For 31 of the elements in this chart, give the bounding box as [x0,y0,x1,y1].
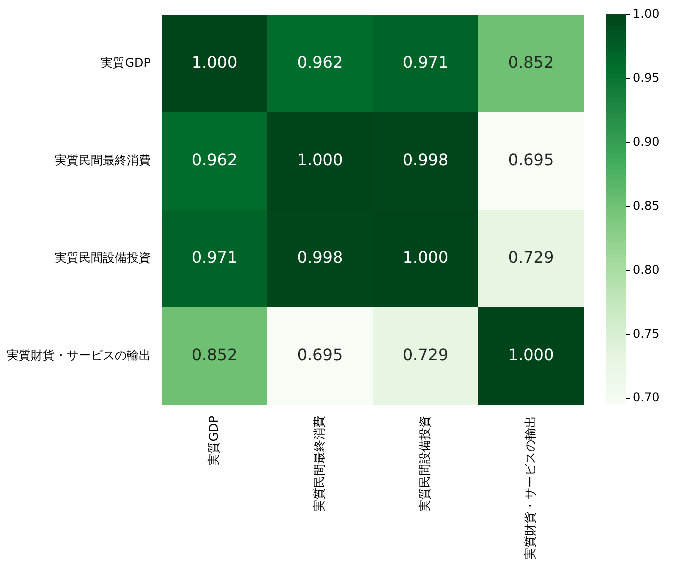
data-label: 0.729 [508,248,554,267]
y-tick-label: 実質民間最終消費 [55,153,151,168]
y-tick-label: 実質GDP [101,56,151,70]
color-bar-label: 1.00 [633,7,660,22]
x-tick-label: 実質民間設備投資 [418,416,432,512]
color-bar-label: 0.70 [633,390,660,405]
color-bar-label: 0.85 [633,198,660,213]
y-tick-label: 実質財貨・サービスの輸出 [7,348,151,362]
data-label: 0.998 [402,150,449,170]
data-label: 0.971 [402,52,449,72]
data-label: 0.971 [192,248,238,267]
x-tick-label: 実質民間最終消費 [312,416,326,512]
data-label: 0.998 [297,248,344,267]
color-bar-label: 0.95 [633,71,660,86]
y-tick-label: 実質民間設備投資 [55,250,151,265]
data-label: 1.000 [297,150,344,170]
data-label: 0.695 [297,345,344,364]
color-bar-label: 0.80 [633,262,660,277]
data-label: 1.000 [192,52,238,72]
data-label: 0.695 [508,150,554,170]
color-bar-label: 0.75 [633,326,660,341]
data-label: 1.000 [402,248,449,267]
data-label: 1.000 [508,345,554,364]
data-label: 0.852 [192,345,238,364]
data-label: 0.962 [192,150,238,170]
x-tick-label: 実質財貨・サービスの輸出 [523,416,538,560]
data-label: 0.729 [402,345,449,364]
x-tick-label: 実質GDP [206,416,221,466]
data-label: 0.852 [508,52,554,72]
color-bar-label: 0.90 [633,134,660,149]
data-label: 0.962 [297,52,344,72]
